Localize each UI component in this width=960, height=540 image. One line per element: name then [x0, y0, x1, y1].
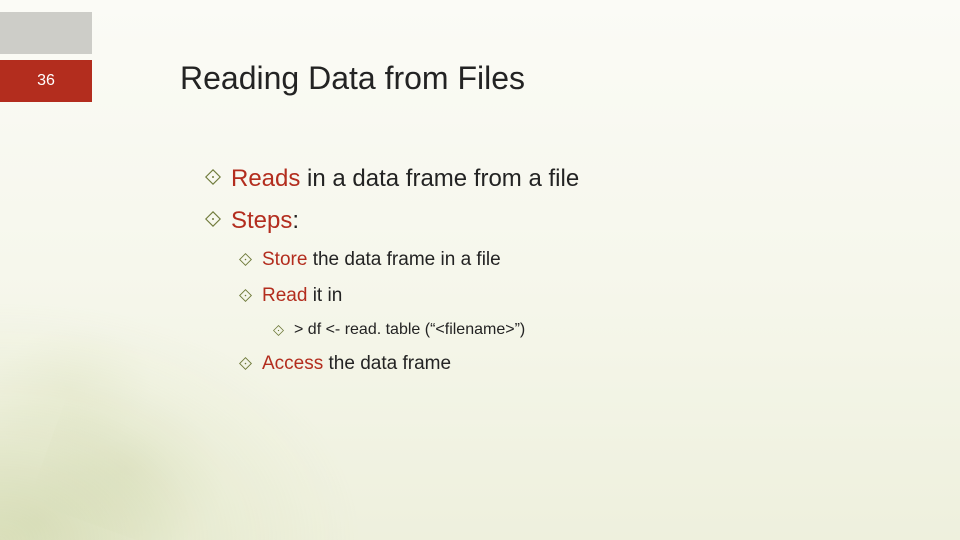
- list-item: Access the data frame: [239, 353, 900, 375]
- diamond-bullet-icon: [205, 211, 221, 227]
- list-item: Steps:: [205, 207, 900, 235]
- list-item: Store the data frame in a file: [239, 249, 900, 271]
- list-item-rest: the data frame in a file: [307, 249, 500, 270]
- list-item-rest: the data frame: [323, 353, 451, 374]
- list-item-text: Store the data frame in a file: [262, 249, 501, 271]
- list-item-text: Reads in a data frame from a file: [231, 165, 579, 193]
- diamond-bullet-icon: [239, 357, 252, 370]
- diamond-bullet-icon: [239, 253, 252, 266]
- accent-word: Reads: [231, 165, 300, 192]
- decorative-leaf: [0, 299, 175, 481]
- list-item-text: Steps:: [231, 207, 299, 235]
- accent-word: Store: [262, 249, 307, 270]
- page-number: 36: [37, 72, 55, 90]
- list-item: Reads in a data frame from a file: [205, 165, 900, 193]
- list-item-text: > df <- read. table (“<filename>”): [294, 321, 525, 339]
- accent-word: Steps: [231, 207, 292, 234]
- accent-word: Access: [262, 353, 323, 374]
- diamond-bullet-icon: [239, 289, 252, 302]
- list-item-rest: :: [292, 207, 299, 234]
- list-item-rest: it in: [307, 285, 342, 306]
- list-item-rest: in a data frame from a file: [300, 165, 579, 192]
- list-item-rest: > df <- read. table (“<filename>”): [294, 321, 525, 338]
- slide-title: Reading Data from Files: [180, 60, 525, 97]
- list-item: Read it in: [239, 285, 900, 307]
- list-item: > df <- read. table (“<filename>”): [273, 321, 900, 339]
- accent-word: Read: [262, 285, 307, 306]
- slide-body: Reads in a data frame from a fileSteps:S…: [205, 165, 900, 389]
- decorative-leaf: [0, 380, 220, 540]
- page-number-badge-shadow: [0, 12, 92, 54]
- diamond-bullet-icon: [273, 325, 284, 336]
- diamond-bullet-icon: [205, 169, 221, 185]
- list-item-text: Read it in: [262, 285, 342, 307]
- list-item-text: Access the data frame: [262, 353, 451, 375]
- page-number-badge: 36: [0, 60, 92, 102]
